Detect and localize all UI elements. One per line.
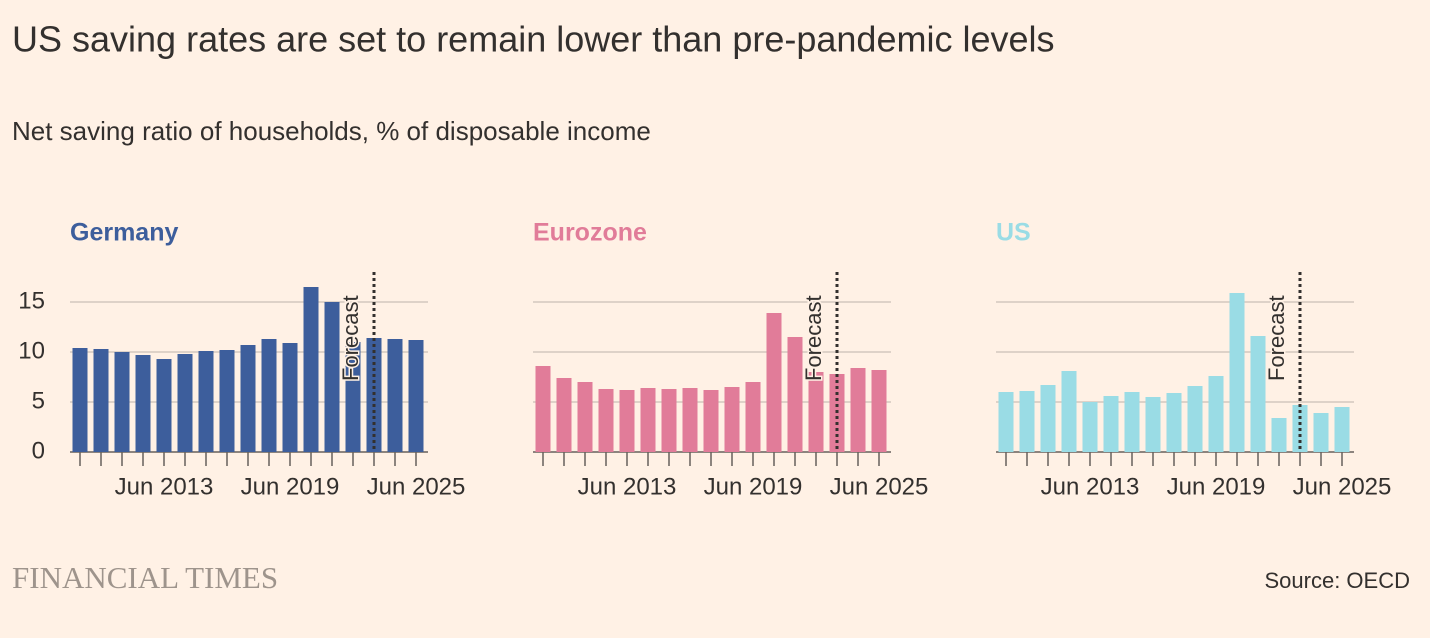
bar: [535, 366, 551, 452]
x-tick-label: Jun 2013: [578, 473, 677, 500]
x-tick-label: Jun 2013: [1041, 473, 1140, 500]
bar: [850, 368, 866, 452]
y-tick-label: 10: [18, 337, 45, 364]
bar: [219, 350, 235, 452]
bar: [682, 388, 698, 452]
bar: [871, 370, 887, 452]
bar: [93, 349, 109, 452]
bar: [640, 388, 656, 452]
bar: [1103, 396, 1119, 452]
bar: [240, 345, 256, 452]
y-tick-label: 15: [18, 287, 45, 314]
bar: [1124, 392, 1140, 452]
bar: [661, 389, 677, 452]
bar: [324, 302, 340, 452]
bar: [1208, 376, 1224, 452]
bar: [408, 340, 424, 452]
bar: [261, 339, 277, 452]
bar: [598, 389, 614, 452]
x-tick-label: Jun 2019: [241, 473, 340, 500]
bar: [1082, 402, 1098, 452]
bar: [1271, 418, 1287, 452]
bar: [787, 337, 803, 452]
bar: [766, 313, 782, 452]
bar: [387, 339, 403, 452]
bar: [177, 354, 193, 452]
bar: [556, 378, 572, 452]
bar: [808, 372, 824, 452]
bar: [303, 287, 319, 452]
bar: [1061, 371, 1077, 452]
x-tick-label: Jun 2025: [830, 473, 929, 500]
bar: [1187, 386, 1203, 452]
x-tick-label: Jun 2013: [115, 473, 214, 500]
bar: [1019, 391, 1035, 452]
bar: [1040, 385, 1056, 452]
bar: [1166, 393, 1182, 452]
bar: [72, 348, 88, 452]
bar: [619, 390, 635, 452]
bar: [998, 392, 1014, 452]
bar: [577, 382, 593, 452]
source: Source: OECD: [1265, 568, 1411, 593]
y-tick-label: 5: [32, 387, 45, 414]
bar: [703, 390, 719, 452]
x-tick-label: Jun 2019: [1167, 473, 1266, 500]
bar: [1334, 407, 1350, 452]
bar: [724, 387, 740, 452]
x-tick-label: Jun 2019: [704, 473, 803, 500]
bar: [745, 382, 761, 452]
chart-title: US saving rates are set to remain lower …: [12, 19, 1055, 60]
bar: [1229, 293, 1245, 452]
forecast-label: Forecast: [338, 295, 363, 381]
bar: [156, 359, 172, 452]
bar: [1313, 413, 1329, 452]
forecast-label: Forecast: [801, 295, 826, 381]
panel-title: Eurozone: [533, 219, 647, 247]
x-tick-label: Jun 2025: [367, 473, 466, 500]
x-tick-label: Jun 2025: [1293, 473, 1392, 500]
bar: [1145, 397, 1161, 452]
panel-title: Germany: [70, 219, 178, 247]
bar: [345, 342, 361, 452]
bar: [1250, 336, 1266, 452]
bar: [135, 355, 151, 452]
forecast-label: Forecast: [1264, 295, 1289, 381]
bar: [114, 352, 130, 452]
bar: [282, 343, 298, 452]
brand: FINANCIAL TIMES: [12, 560, 278, 595]
bar: [198, 351, 214, 452]
y-tick-label: 0: [32, 437, 45, 464]
panel-title: US: [996, 219, 1031, 247]
chart-subtitle: Net saving ratio of households, % of dis…: [12, 116, 651, 146]
